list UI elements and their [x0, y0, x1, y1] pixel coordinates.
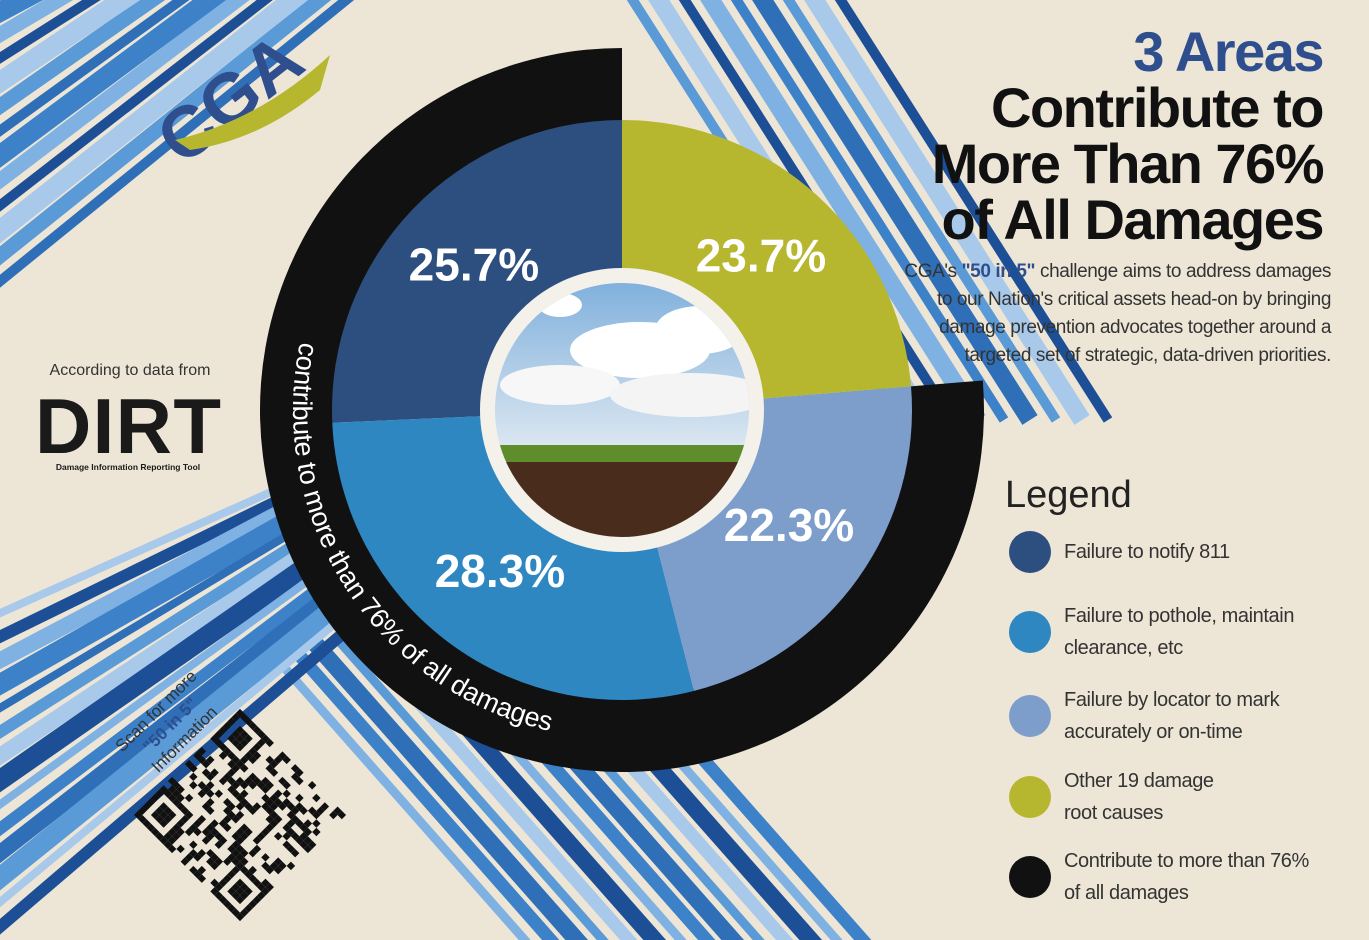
legend-label: Other 19 damage root causes	[1064, 765, 1249, 829]
title-line: 3 Areas	[932, 24, 1323, 80]
qr-cell	[308, 781, 316, 789]
legend-swatch	[1009, 776, 1051, 818]
qr-cell	[215, 790, 223, 798]
legend-label: Failure to pothole, maintain clearance, …	[1064, 600, 1304, 664]
legend-label: Contribute to more than 76% of all damag…	[1064, 845, 1314, 909]
title-line: More Than 76%	[932, 136, 1323, 192]
qr-cell	[312, 819, 320, 827]
legend-label: Failure to notify 811	[1064, 536, 1364, 568]
qr-cell	[176, 845, 184, 853]
source-full-name: Damage Information Reporting Tool	[56, 462, 200, 472]
source-name: DIRT	[35, 382, 221, 470]
title-line: Contribute to	[932, 80, 1323, 136]
qr-cell	[312, 794, 320, 802]
legend-swatch	[1009, 856, 1051, 898]
description: CGA's "50 in 5" challenge aims to addres…	[901, 258, 1331, 370]
legend-swatch	[1009, 611, 1051, 653]
qr-cell	[189, 781, 197, 789]
value-label: 28.3%	[435, 545, 565, 597]
value-label: 22.3%	[724, 499, 854, 551]
description-highlight: "50 in 5"	[962, 261, 1036, 282]
legend-swatch	[1009, 531, 1051, 573]
qr-cell	[287, 862, 295, 870]
qr-cell	[295, 794, 303, 802]
legend-title: Legend	[1005, 474, 1132, 517]
description-text: CGA's	[904, 261, 961, 282]
qr-cell	[312, 828, 320, 836]
qr-cell	[274, 832, 282, 840]
qr-cell	[189, 773, 197, 781]
qr-cell	[185, 794, 193, 802]
qr-cell	[189, 840, 197, 848]
title: 3 Areas Contribute to More Than 76% of A…	[932, 24, 1323, 248]
title-line: of All Damages	[932, 192, 1323, 248]
legend-label: Failure by locator to mark accurately or…	[1064, 684, 1326, 748]
source-intro: According to data from	[50, 362, 211, 379]
qr-cell	[282, 790, 290, 798]
legend-swatch	[1009, 695, 1051, 737]
qr-cell	[261, 853, 269, 861]
value-label: 25.7%	[409, 238, 539, 290]
value-label: 23.7%	[696, 229, 826, 281]
infographic: 25.7%28.3%22.3%23.7%contribute to more t…	[0, 0, 1369, 940]
